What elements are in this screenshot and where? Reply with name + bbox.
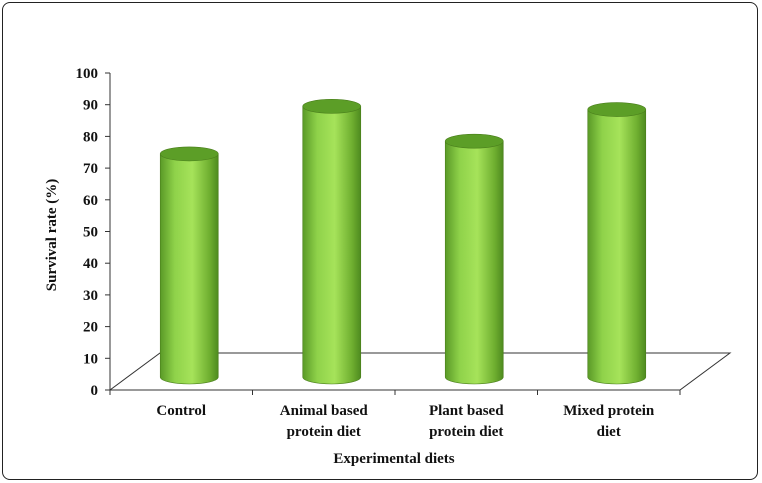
y-tick-label: 40 xyxy=(83,256,98,272)
chart-floor xyxy=(108,352,732,391)
category-label: Plant based xyxy=(429,403,504,419)
y-tick-label: 90 xyxy=(83,98,98,114)
category-label: Mixed protein xyxy=(563,403,655,419)
category-label: Control xyxy=(156,403,206,419)
y-axis-title: Survival rate (%) xyxy=(44,179,60,291)
y-tick-label: 50 xyxy=(83,225,98,241)
bar-body xyxy=(159,153,219,385)
bar xyxy=(587,102,647,385)
y-tick-label: 60 xyxy=(83,193,98,209)
y-tick-label: 30 xyxy=(83,288,98,304)
bar-top xyxy=(302,99,362,114)
bars xyxy=(159,99,647,385)
category-label: Animal based xyxy=(280,403,369,419)
y-tick-label: 10 xyxy=(83,351,98,367)
bar-top xyxy=(444,133,504,149)
bar-body xyxy=(302,106,362,385)
floor-outline xyxy=(108,352,732,391)
x-axis-title: Experimental diets xyxy=(333,451,454,467)
y-tick-label: 80 xyxy=(83,129,98,145)
category-labels: Control Animal based protein diet Plant bas… xyxy=(156,403,655,440)
bar-body xyxy=(587,109,647,385)
bar-top xyxy=(587,102,647,117)
bar-top xyxy=(159,146,219,162)
category-label: protein diet xyxy=(287,424,361,440)
y-tick-label: 70 xyxy=(83,161,98,177)
y-tick-label: 100 xyxy=(76,66,99,82)
category-label: diet xyxy=(597,424,621,440)
y-tick-label: 0 xyxy=(91,383,99,399)
bar xyxy=(302,99,362,385)
bar-body xyxy=(444,140,504,385)
y-axis: 0 10 20 30 40 50 60 70 80 90 100 xyxy=(76,66,681,399)
bar xyxy=(444,133,504,385)
bar xyxy=(159,146,219,385)
y-tick-label: 20 xyxy=(83,320,98,336)
category-label: protein diet xyxy=(429,424,503,440)
